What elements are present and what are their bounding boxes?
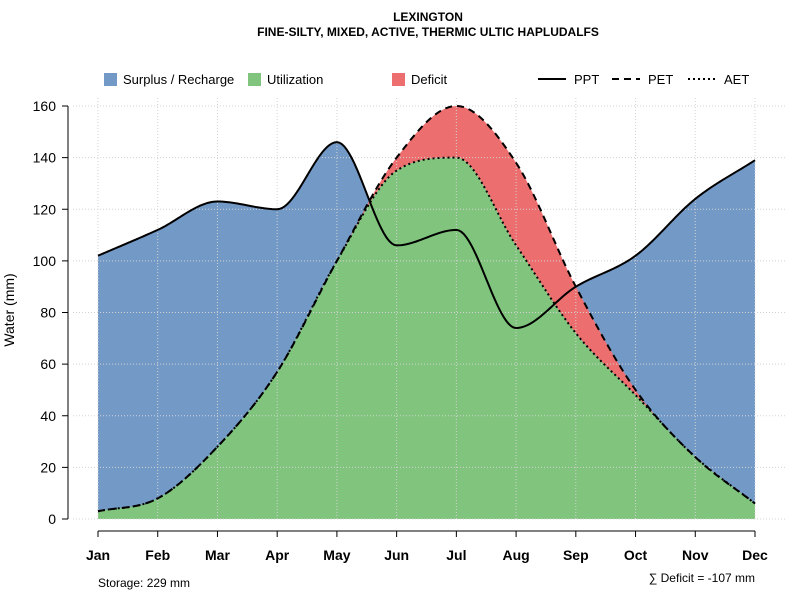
legend-label-aet: AET (724, 72, 749, 87)
grid-lines (73, 98, 785, 520)
x-tick-label-jan: Jan (86, 547, 110, 563)
legend-swatch-utilization (248, 73, 261, 86)
y-tick-label-0: 0 (48, 511, 56, 527)
x-tick-label-mar: Mar (205, 547, 230, 563)
legend-label-utilization: Utilization (267, 72, 323, 87)
legend-label-surplus-recharge: Surplus / Recharge (123, 72, 234, 87)
y-tick-label-40: 40 (40, 408, 56, 424)
y-tick-label-140: 140 (33, 150, 57, 166)
x-tick-label-dec: Dec (742, 547, 768, 563)
x-tick-label-feb: Feb (145, 547, 170, 563)
y-tick-label-100: 100 (33, 253, 57, 269)
x-tick-label-sep: Sep (563, 547, 589, 563)
deficit-annotation: ∑ Deficit = -107 mm (649, 571, 755, 585)
y-tick-label-160: 160 (33, 98, 57, 114)
storage-annotation: Storage: 229 mm (98, 576, 190, 590)
chart-subtitle: FINE-SILTY, MIXED, ACTIVE, THERMIC ULTIC… (257, 25, 599, 39)
line-aet (97, 156, 756, 513)
x-tick-label-jul: Jul (446, 547, 466, 563)
y-axis-label: Water (mm) (1, 273, 17, 346)
x-tick-label-jun: Jun (384, 547, 409, 563)
area-utilization (98, 157, 755, 519)
y-tick-label-120: 120 (33, 201, 57, 217)
y-tick-label-20: 20 (40, 459, 56, 475)
legend-swatch-surplus-recharge (104, 73, 117, 86)
legend-label-pet: PET (648, 72, 673, 87)
series-lines (97, 104, 756, 513)
x-tick-label-apr: Apr (265, 547, 290, 563)
chart-title: LEXINGTON (393, 10, 463, 24)
legend-label-deficit: Deficit (411, 72, 448, 87)
x-tick-label-nov: Nov (682, 547, 709, 563)
x-tick-label-aug: Aug (502, 547, 529, 563)
legend-swatch-deficit (392, 73, 405, 86)
x-tick-label-oct: Oct (624, 547, 648, 563)
axes: 0 20 40 60 80 100 120 140 160 Jan Feb Mar Apr May Jun J… (33, 98, 768, 563)
legend-label-ppt: PPT (574, 72, 599, 87)
line-ppt (97, 141, 756, 329)
y-tick-label-60: 60 (40, 356, 56, 372)
x-tick-label-may: May (323, 547, 350, 563)
y-tick-label-80: 80 (40, 305, 56, 321)
legend: Surplus / Recharge Utilization Deficit PPT P… (104, 72, 749, 87)
plot-areas (98, 106, 755, 519)
